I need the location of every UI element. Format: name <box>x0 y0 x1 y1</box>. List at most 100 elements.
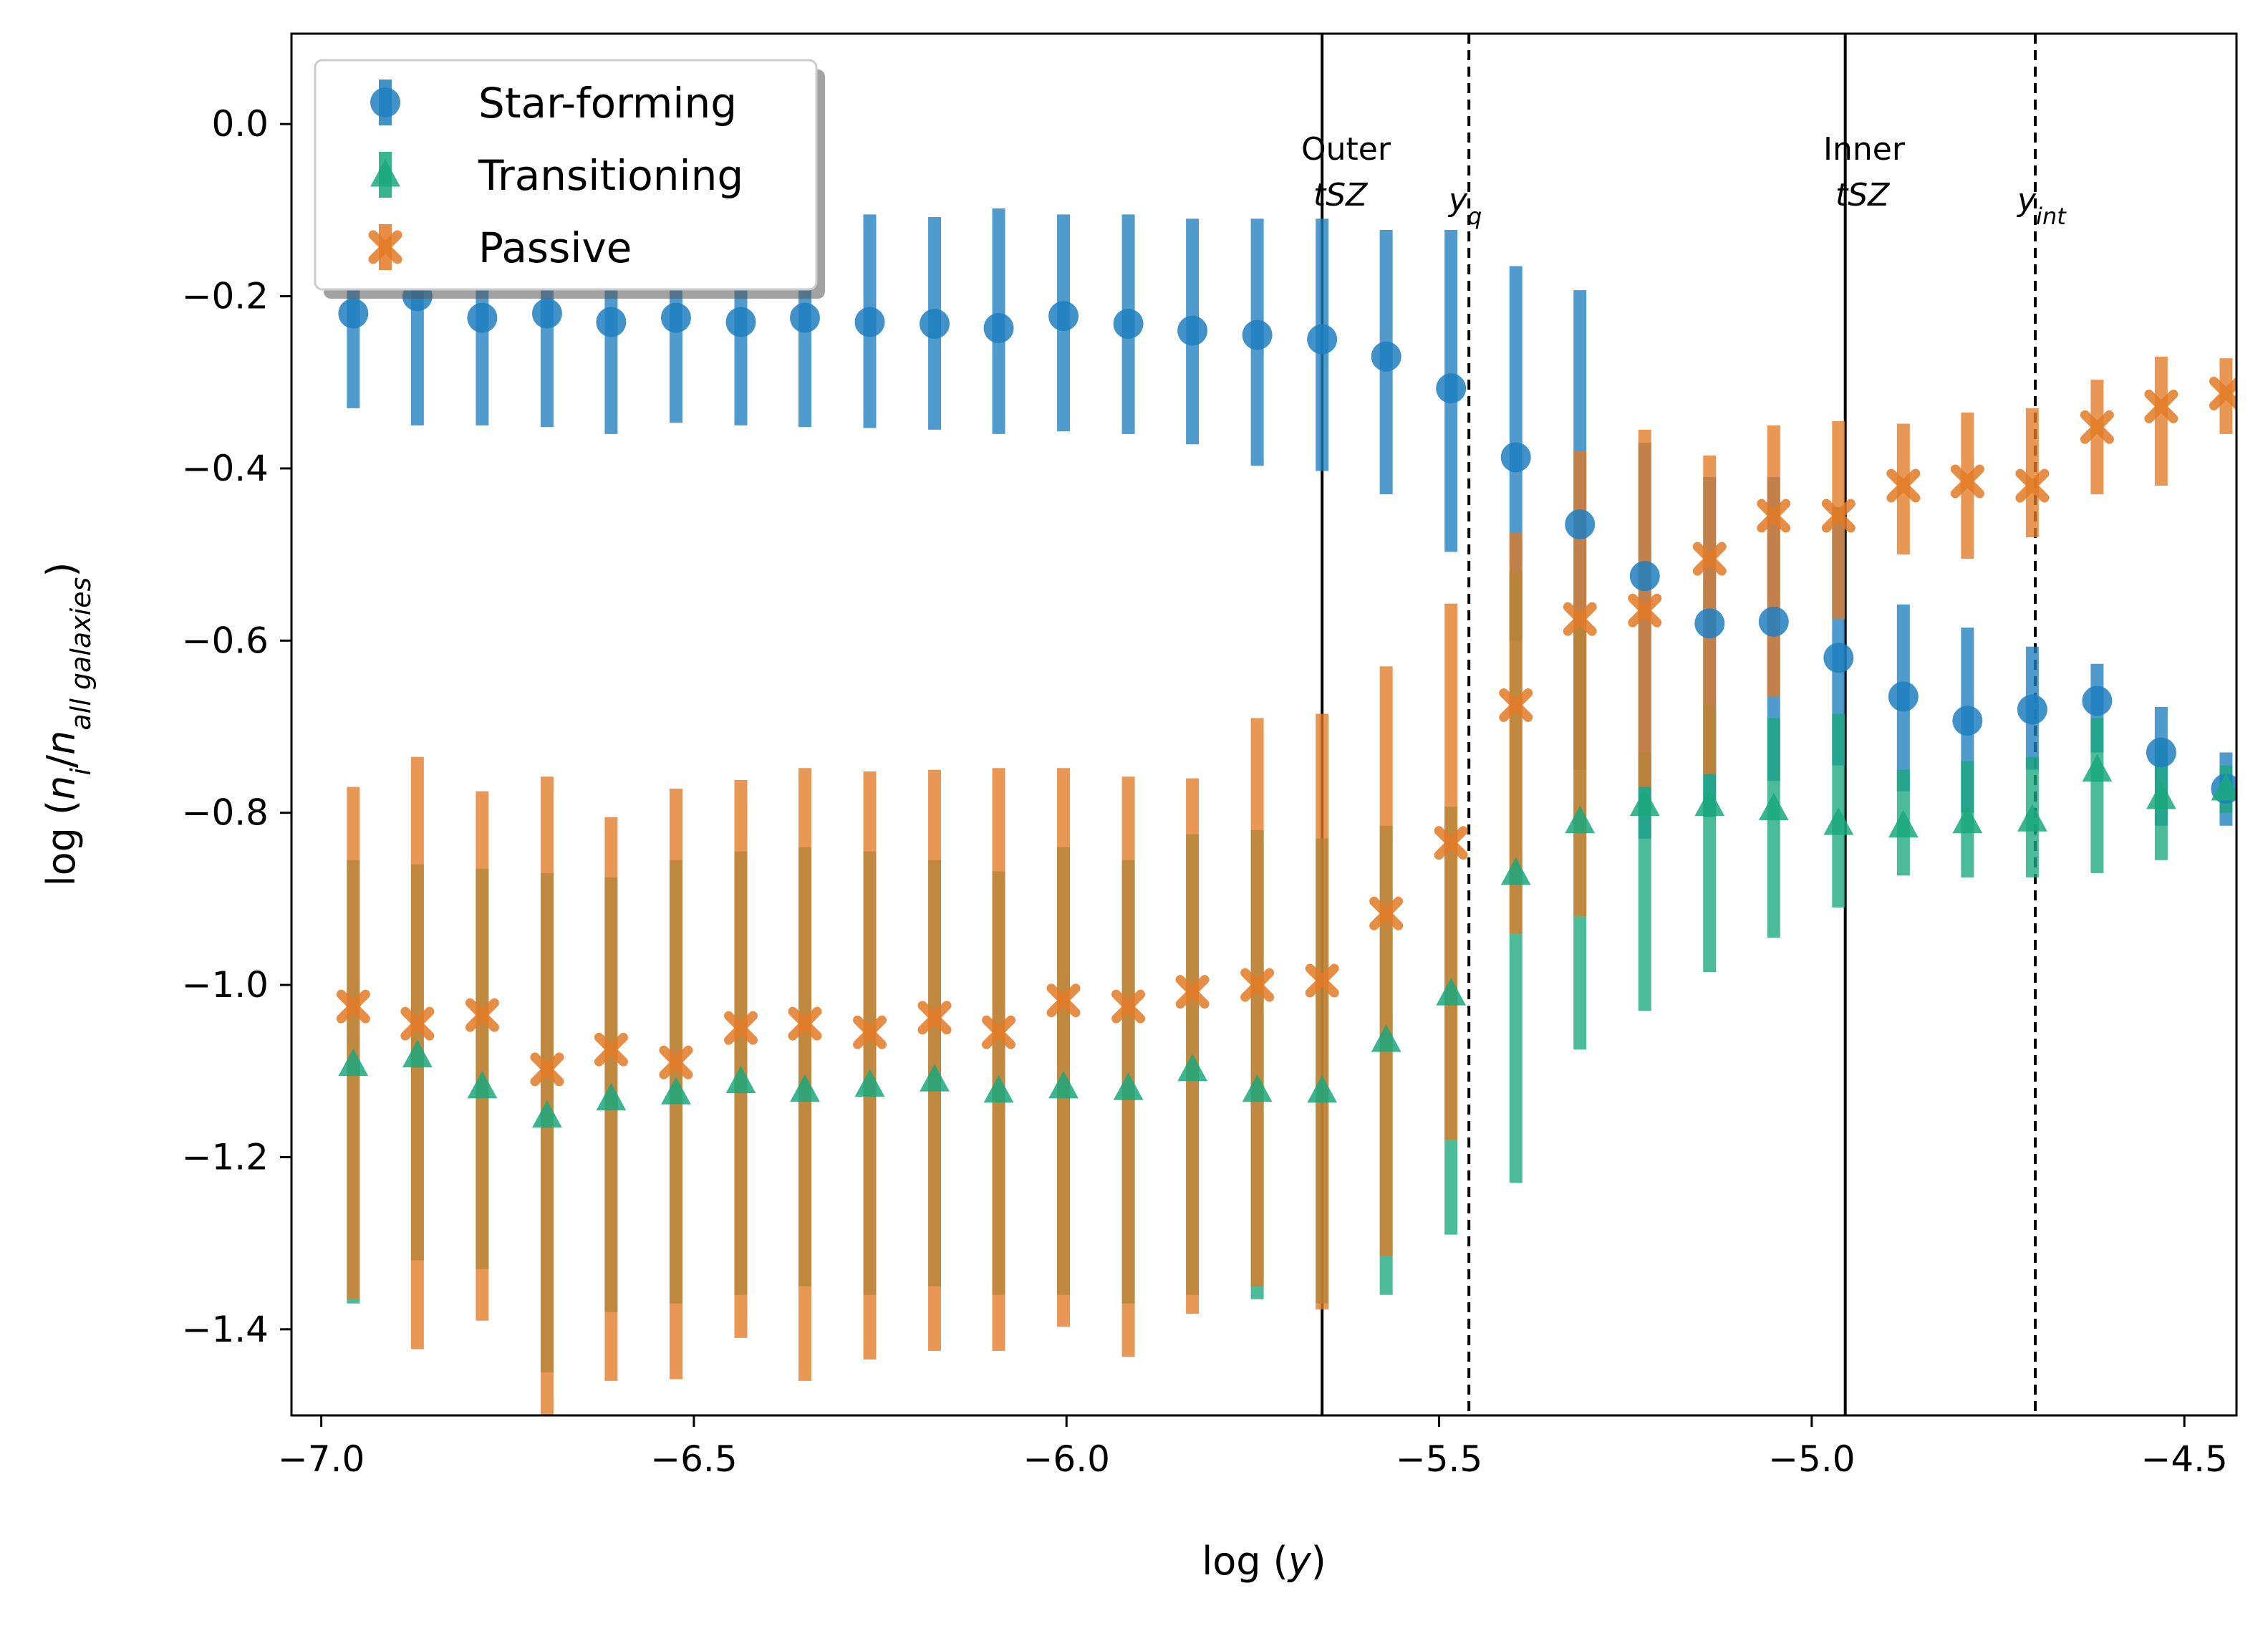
point-transitioning <box>661 1077 691 1105</box>
point-star-forming <box>725 307 756 337</box>
point-passive <box>723 1011 758 1045</box>
point-passive <box>1950 464 1984 499</box>
point-passive <box>1240 968 1275 1002</box>
y-axis-title-n: n <box>39 776 84 800</box>
inner-tsz-label: tSZ <box>1835 177 1890 213</box>
point-passive <box>1628 593 1662 627</box>
point-transitioning <box>1823 807 1854 835</box>
point-passive <box>465 998 499 1032</box>
point-star-forming <box>1888 681 1919 712</box>
point-transitioning <box>467 1070 498 1099</box>
point-passive <box>400 1006 435 1041</box>
point-star-forming <box>1113 309 1144 340</box>
y-axis: 0.0 −0.2 −0.4 −0.6 −0.8 −1.0 −1.2 −1.4 <box>182 103 291 1350</box>
point-passive <box>1369 896 1404 930</box>
point-passive <box>1111 989 1146 1024</box>
point-transitioning <box>725 1065 756 1094</box>
point-star-forming <box>1565 509 1596 540</box>
point-transitioning <box>1758 792 1789 821</box>
x-tick-label: −5.5 <box>1396 1438 1482 1480</box>
point-transitioning <box>1888 809 1919 838</box>
point-passive <box>1692 542 1727 576</box>
point-passive <box>1563 602 1597 636</box>
point-transitioning <box>2082 754 2113 782</box>
point-star-forming <box>1436 373 1467 404</box>
point-passive <box>1305 963 1339 998</box>
legend-label-star-forming: Star-forming <box>478 79 737 128</box>
point-passive <box>2144 389 2178 423</box>
outer-label: Outer <box>1301 131 1391 168</box>
inner-label: Inner <box>1823 131 1906 168</box>
yq-label: yq <box>1447 182 1482 230</box>
y-tick-label: −0.6 <box>182 620 269 661</box>
x-axis-title-var: y <box>1287 1539 1312 1584</box>
point-passive <box>2209 376 2236 410</box>
point-star-forming <box>1694 608 1725 639</box>
x-tick-label: −6.5 <box>650 1438 737 1480</box>
annotations: Outer tSZ yq Inner tSZ yint <box>1301 131 2067 230</box>
legend-marker-passive <box>368 230 402 264</box>
point-star-forming <box>1823 643 1854 673</box>
x-tick-label: −6.0 <box>1023 1438 1110 1480</box>
point-transitioning <box>790 1074 820 1102</box>
x-tick-label: −5.0 <box>1768 1438 1855 1480</box>
x-axis-title: log (y) <box>1202 1539 1326 1584</box>
legend-label-transitioning: Transitioning <box>478 151 743 200</box>
y-tick-label: −0.2 <box>182 276 269 317</box>
point-star-forming <box>983 313 1014 344</box>
point-passive <box>917 1001 952 1035</box>
point-star-forming <box>1242 319 1273 350</box>
point-star-forming <box>531 298 562 329</box>
point-star-forming <box>2017 694 2047 725</box>
point-passive <box>530 1052 564 1087</box>
point-transitioning <box>1177 1053 1208 1082</box>
point-transitioning <box>1565 805 1596 834</box>
y-axis-title: log (ni/nall galaxies) <box>39 562 97 887</box>
point-star-forming <box>1177 315 1208 346</box>
yq-base: y <box>1447 182 1468 218</box>
point-transitioning <box>854 1069 885 1097</box>
y-axis-title-sub: all galaxies <box>65 577 97 731</box>
y-axis-title-main: log ( <box>39 800 84 887</box>
y-tick-label: −0.8 <box>182 792 269 834</box>
outer-tsz-label: tSZ <box>1313 177 1368 213</box>
point-passive <box>1757 499 1791 533</box>
point-passive <box>1886 468 1921 503</box>
point-transitioning <box>402 1039 433 1068</box>
point-star-forming <box>2146 737 2176 768</box>
legend-entries: Star-forming Transitioning Passive <box>368 79 743 272</box>
point-transitioning <box>1307 1074 1338 1103</box>
point-transitioning <box>2211 773 2236 801</box>
point-passive <box>2015 468 2050 503</box>
point-passive <box>1434 826 1468 860</box>
y-axis-title-end: ) <box>39 562 84 577</box>
point-passive <box>1499 688 1533 722</box>
point-star-forming <box>467 302 498 333</box>
x-axis: −7.0 −6.5 −6.0 −5.5 −5.0 −4.5 <box>278 1415 2228 1480</box>
x-axis-label: log (y) <box>1202 1539 1326 1584</box>
point-passive <box>788 1006 822 1041</box>
point-transitioning <box>1694 788 1725 817</box>
legend: Star-forming Transitioning Passive <box>314 59 825 299</box>
y-axis-title-slash: / <box>39 754 84 768</box>
x-axis-title-main: log ( <box>1202 1539 1288 1584</box>
y-axis-title-n2: n <box>39 731 84 755</box>
legend-box <box>314 59 818 291</box>
point-star-forming <box>1758 606 1789 637</box>
yint-label: yint <box>2016 182 2067 230</box>
point-transitioning <box>1436 978 1467 1006</box>
point-passive <box>336 989 370 1024</box>
point-star-forming <box>1629 561 1660 592</box>
y-tick-label: −1.2 <box>182 1136 269 1178</box>
point-star-forming <box>1048 301 1079 332</box>
point-transitioning <box>1048 1070 1078 1099</box>
point-transitioning <box>2146 781 2176 809</box>
y-axis-title-i: i <box>65 768 97 776</box>
y-axis-label: log (ni/nall galaxies) <box>39 562 97 887</box>
point-passive <box>1046 983 1081 1018</box>
point-star-forming <box>1500 442 1531 473</box>
point-star-forming <box>789 302 820 333</box>
y-tick-label: −1.0 <box>182 964 269 1006</box>
point-transitioning <box>532 1100 562 1128</box>
point-passive <box>2080 410 2114 444</box>
